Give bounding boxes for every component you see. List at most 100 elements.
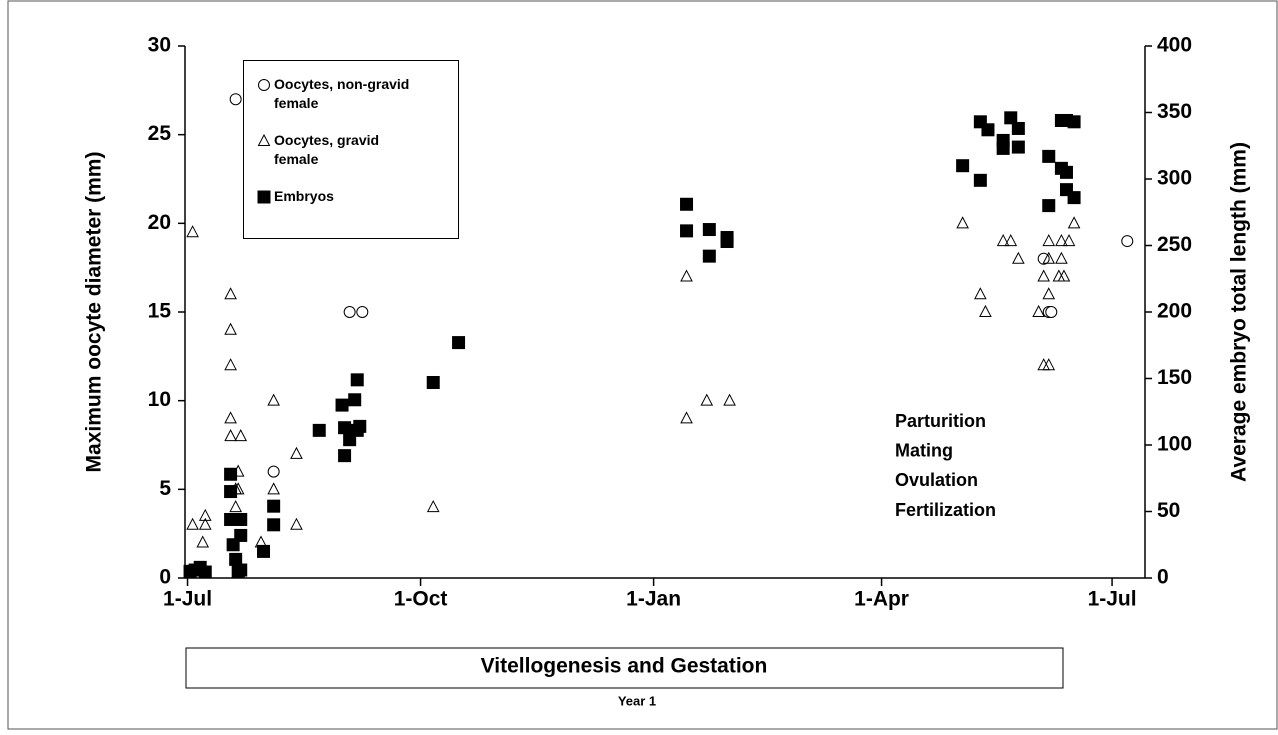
point (979, 304, 992, 317)
point (981, 123, 995, 137)
point (290, 446, 303, 459)
point (1045, 306, 1058, 318)
y2-tick-label: 50 (1157, 499, 1180, 522)
legend-entry: Oocytes, non-gravid female (258, 75, 424, 113)
point (267, 499, 281, 513)
point (229, 499, 242, 513)
point (267, 465, 280, 478)
point (290, 517, 303, 530)
point (1067, 191, 1081, 205)
point (426, 499, 440, 513)
y2-tick-label: 200 (1157, 300, 1192, 323)
point (1011, 121, 1025, 135)
point (335, 398, 349, 412)
annotation: Fertilization (895, 500, 996, 520)
point (267, 482, 280, 495)
legend-symbol (257, 133, 271, 146)
point (267, 393, 280, 406)
y2-tick-label: 250 (1157, 233, 1192, 256)
point (198, 508, 212, 521)
point (973, 173, 987, 187)
annotation: Ovulation (895, 470, 978, 490)
x-tick-label: 1-Jan (626, 588, 681, 611)
point (452, 336, 466, 350)
point (1067, 216, 1081, 229)
legend-label: Oocytes, gravid female (274, 132, 380, 167)
point (1011, 140, 1025, 154)
x-tick-label: 1-Oct (394, 588, 448, 611)
point (720, 235, 734, 249)
point (343, 306, 356, 318)
y-tick-label: 10 (148, 388, 171, 411)
point (1004, 111, 1018, 125)
point (702, 223, 716, 237)
point (353, 419, 367, 433)
point (224, 411, 237, 424)
point (257, 544, 271, 558)
point (234, 528, 248, 542)
point (234, 429, 248, 442)
point (1042, 199, 1056, 213)
y-axis-title: Maximum oocyte diameter (mm) (83, 152, 106, 473)
point (1062, 233, 1076, 247)
point (229, 93, 242, 106)
point (956, 216, 969, 229)
legend-marker (258, 79, 270, 91)
point (702, 249, 716, 263)
frame (7, 0, 1278, 730)
point (426, 375, 440, 389)
y2-tick-label: 350 (1157, 100, 1192, 123)
point (224, 512, 238, 526)
point (1042, 287, 1056, 300)
point (196, 535, 210, 548)
legend-entry: Oocytes, gravid female (257, 131, 424, 169)
x-tick-label: 1-Apr (854, 588, 909, 611)
annotation: Mating (895, 440, 953, 460)
point (224, 485, 238, 499)
point (229, 552, 243, 566)
legend-label: Oocytes, non-gravid female (274, 76, 410, 111)
y2-tick-label: 400 (1157, 34, 1192, 57)
point (1042, 251, 1056, 264)
point (267, 518, 281, 532)
point (1042, 358, 1056, 371)
point (356, 306, 369, 318)
y2-tick-label: 150 (1157, 366, 1192, 389)
point (234, 563, 248, 577)
point (198, 517, 212, 530)
y2-tick-label: 300 (1157, 167, 1192, 190)
point (1042, 233, 1056, 247)
point (700, 393, 714, 406)
point (1121, 235, 1134, 248)
point (338, 421, 352, 435)
point (680, 224, 694, 238)
point (1037, 269, 1051, 282)
point (348, 393, 362, 407)
point (224, 287, 237, 300)
point (186, 225, 199, 238)
point (996, 233, 1010, 247)
point (680, 411, 693, 424)
point (224, 358, 237, 371)
point (1004, 233, 1018, 247)
point (1055, 251, 1068, 264)
point (224, 429, 237, 442)
point (974, 287, 987, 300)
y-tick-label: 5 (159, 477, 171, 500)
legend-marker (257, 133, 271, 146)
point (1067, 115, 1081, 129)
x-tick-label: 1-Jul (163, 588, 212, 611)
point (186, 517, 199, 530)
point (956, 159, 970, 173)
point (1054, 161, 1068, 175)
y-tick-label: 0 (159, 566, 171, 589)
y-tick-label: 30 (148, 34, 171, 57)
point (234, 512, 248, 526)
point (312, 423, 326, 437)
x-tick-label: 1-Jul (1088, 588, 1137, 611)
legend-marker (257, 190, 271, 204)
point (1032, 304, 1045, 317)
point (996, 141, 1010, 155)
point (723, 393, 736, 406)
